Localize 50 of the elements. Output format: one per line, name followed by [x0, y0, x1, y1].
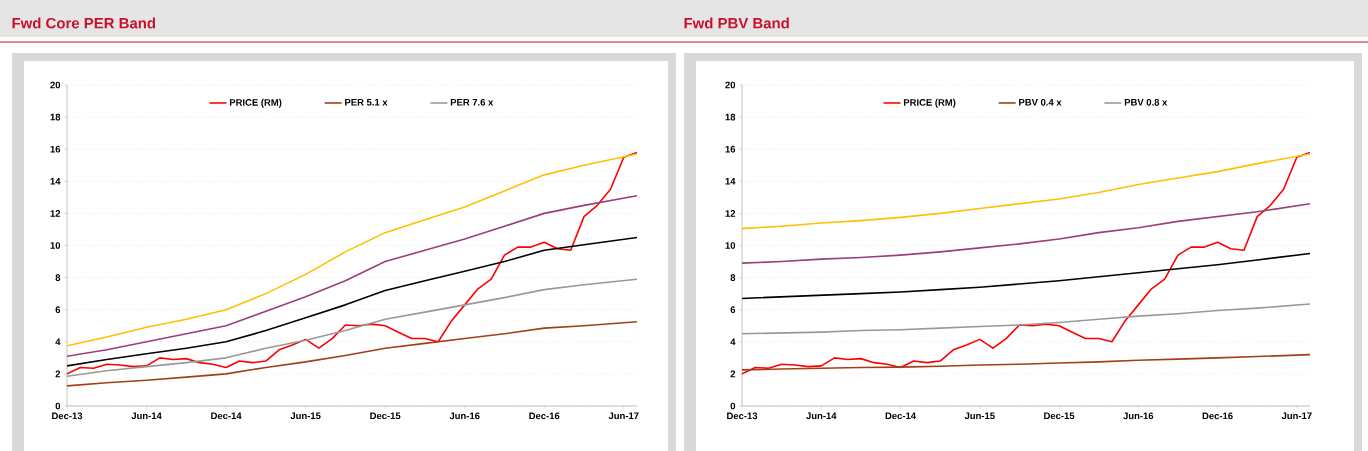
y-tick-label: 4: [730, 338, 736, 346]
y-tick-label: 14: [50, 178, 61, 185]
legend-label: PBV 0.8 x: [1124, 98, 1168, 106]
x-tick-label: Dec-16: [1202, 412, 1233, 420]
y-tick-label: 6: [55, 306, 61, 314]
y-tick-label: 12: [50, 210, 61, 217]
y-tick-label: 18: [725, 113, 736, 121]
y-tick-label: 0: [730, 402, 736, 410]
y-tick-label: 2: [730, 370, 736, 378]
line-series: [67, 320, 638, 387]
x-tick-label: Jun-14: [131, 412, 162, 420]
y-tick-label: 18: [50, 113, 61, 121]
x-tick-label: Dec-16: [529, 412, 560, 420]
y-tick-label: 12: [725, 210, 736, 217]
line-series: [742, 151, 1311, 375]
legend-label: PRICE (RM): [229, 98, 282, 108]
y-tick-label: 6: [730, 306, 736, 314]
x-tick-label: Dec-13: [727, 412, 758, 420]
y-tick-label: 20: [725, 81, 736, 89]
y-tick-label: 8: [730, 274, 736, 281]
y-tick-label: 16: [725, 145, 736, 153]
x-tick-label: Jun-17: [608, 412, 639, 420]
legend-label: PER 5.1 x: [345, 98, 388, 106]
legend-label: PRICE (RM): [903, 98, 956, 108]
y-tick-label: 0: [55, 402, 61, 410]
y-tick-label: 14: [725, 178, 736, 185]
x-tick-label: Dec-13: [52, 412, 83, 420]
y-tick-label: 10: [50, 242, 61, 249]
y-tick-label: 10: [725, 242, 736, 249]
x-tick-label: Dec-14: [211, 412, 242, 420]
y-tick-label: 2: [55, 370, 61, 378]
x-tick-label: Jun-14: [806, 412, 837, 420]
x-tick-label: Dec-15: [1044, 412, 1075, 420]
y-tick-label: 20: [50, 81, 61, 89]
chart-title: Fwd PBV Band: [684, 17, 789, 29]
line-series: [742, 353, 1311, 371]
x-tick-label: Dec-14: [885, 412, 916, 420]
chart-title: Fwd Core PER Band: [12, 17, 156, 29]
y-tick-label: 16: [50, 145, 61, 153]
x-tick-label: Jun-17: [1281, 412, 1312, 420]
x-tick-label: Jun-15: [290, 412, 321, 420]
x-tick-label: Jun-16: [449, 412, 480, 420]
line-series: [67, 236, 638, 367]
y-tick-label: 8: [55, 274, 61, 281]
legend-label: PER 7.6 x: [450, 98, 494, 106]
x-tick-label: Jun-16: [1123, 412, 1154, 420]
x-tick-label: Dec-15: [370, 412, 401, 420]
y-tick-label: 4: [55, 338, 61, 346]
x-tick-label: Jun-15: [964, 412, 995, 420]
legend-label: PBV 0.4 x: [1019, 98, 1062, 106]
